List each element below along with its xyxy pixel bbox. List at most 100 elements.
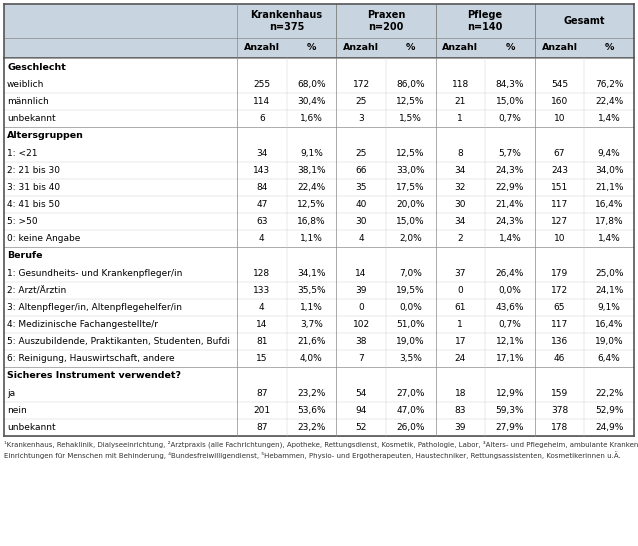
Text: 8: 8 (457, 149, 463, 158)
Text: 3: 31 bis 40: 3: 31 bis 40 (7, 183, 60, 192)
Text: 133: 133 (253, 286, 271, 295)
Text: 12,1%: 12,1% (496, 337, 524, 346)
Text: 4: Medizinische Fachangestellte/r: 4: Medizinische Fachangestellte/r (7, 320, 158, 329)
Text: 15,0%: 15,0% (396, 217, 425, 226)
Text: 34,1%: 34,1% (297, 269, 325, 278)
Bar (4, 213, 634, 230)
Text: 81: 81 (256, 337, 267, 346)
Bar (4, 367, 634, 385)
Text: 1,1%: 1,1% (300, 234, 323, 243)
Text: 18: 18 (454, 389, 466, 398)
Text: Praxen
n=200: Praxen n=200 (367, 10, 405, 32)
Text: 22,9%: 22,9% (496, 183, 524, 192)
Text: 1: <21: 1: <21 (7, 149, 38, 158)
Text: 30,4%: 30,4% (297, 97, 325, 106)
Text: 20,0%: 20,0% (396, 200, 425, 209)
Text: 25: 25 (355, 149, 367, 158)
Text: 53,6%: 53,6% (297, 406, 326, 415)
Bar (4, 385, 634, 402)
Text: 22,4%: 22,4% (297, 183, 325, 192)
Text: 40: 40 (355, 200, 367, 209)
Text: nein: nein (7, 406, 27, 415)
Text: 0: 0 (358, 303, 364, 312)
Text: 4,0%: 4,0% (300, 354, 323, 363)
Text: 59,3%: 59,3% (496, 406, 524, 415)
Bar (4, 282, 634, 299)
Text: 255: 255 (253, 80, 271, 89)
Bar (4, 58, 634, 76)
Text: 4: 4 (259, 234, 265, 243)
Bar (4, 333, 634, 350)
Text: 4: 41 bis 50: 4: 41 bis 50 (7, 200, 60, 209)
Text: 378: 378 (551, 406, 568, 415)
Text: 7: 7 (358, 354, 364, 363)
Text: %: % (604, 44, 614, 52)
Text: 25: 25 (355, 97, 367, 106)
Text: 63: 63 (256, 217, 267, 226)
Text: 1: 1 (457, 320, 463, 329)
Text: Geschlecht: Geschlecht (7, 62, 66, 72)
Bar (4, 93, 634, 110)
Text: 9,4%: 9,4% (598, 149, 621, 158)
Text: 30: 30 (454, 200, 466, 209)
Text: 37: 37 (454, 269, 466, 278)
Text: 34: 34 (455, 217, 466, 226)
Text: Pflege
n=140: Pflege n=140 (468, 10, 503, 32)
Text: 12,9%: 12,9% (496, 389, 524, 398)
Text: %: % (307, 44, 316, 52)
Text: 16,4%: 16,4% (595, 320, 623, 329)
Text: 7,0%: 7,0% (399, 269, 422, 278)
Text: 143: 143 (253, 166, 271, 175)
Text: 6: 6 (259, 114, 265, 123)
Text: 17,8%: 17,8% (595, 217, 623, 226)
Text: 9,1%: 9,1% (598, 303, 621, 312)
Text: 0,7%: 0,7% (498, 114, 521, 123)
Text: 12,5%: 12,5% (396, 97, 425, 106)
Text: 24,3%: 24,3% (496, 217, 524, 226)
Text: 1,5%: 1,5% (399, 114, 422, 123)
Text: 65: 65 (554, 303, 565, 312)
Text: Altersgruppen: Altersgruppen (7, 132, 84, 140)
Text: 4: 4 (359, 234, 364, 243)
Text: 68,0%: 68,0% (297, 80, 326, 89)
Text: 33,0%: 33,0% (396, 166, 425, 175)
Text: 114: 114 (253, 97, 271, 106)
Text: 136: 136 (551, 337, 568, 346)
Text: 243: 243 (551, 166, 568, 175)
Text: 12,5%: 12,5% (396, 149, 425, 158)
Text: 545: 545 (551, 80, 568, 89)
Text: Berufe: Berufe (7, 252, 43, 260)
Text: 21,4%: 21,4% (496, 200, 524, 209)
Text: 26,0%: 26,0% (396, 423, 425, 432)
Bar (4, 265, 634, 282)
Text: 26,4%: 26,4% (496, 269, 524, 278)
Text: weiblich: weiblich (7, 80, 45, 89)
Text: 2: Arzt/Ärztin: 2: Arzt/Ärztin (7, 286, 66, 295)
Text: 83: 83 (454, 406, 466, 415)
Text: 127: 127 (551, 217, 568, 226)
Text: 46: 46 (554, 354, 565, 363)
Bar (4, 127, 634, 145)
Text: 23,2%: 23,2% (297, 423, 325, 432)
Text: 21,1%: 21,1% (595, 183, 623, 192)
Text: 0,0%: 0,0% (498, 286, 521, 295)
Text: 151: 151 (551, 183, 568, 192)
Text: 19,0%: 19,0% (396, 337, 425, 346)
Text: 34,0%: 34,0% (595, 166, 623, 175)
Text: ¹Krankenhaus, Rehaklinik, Dialyseeinrichtung, ²Arztpraxis (alle Fachrichtungen),: ¹Krankenhaus, Rehaklinik, Dialyseeinrich… (4, 440, 638, 448)
Text: 172: 172 (353, 80, 369, 89)
Text: 27,0%: 27,0% (396, 389, 425, 398)
Bar (4, 316, 634, 333)
Text: Einrichtungen für Menschen mit Behinderung, ⁴Bundesfreiwilligendienst, ⁵Hebammen: Einrichtungen für Menschen mit Behinderu… (4, 451, 621, 459)
Text: 39: 39 (355, 286, 367, 295)
Text: 6,4%: 6,4% (598, 354, 621, 363)
Text: 17,5%: 17,5% (396, 183, 425, 192)
Text: 2,0%: 2,0% (399, 234, 422, 243)
Bar (4, 179, 634, 196)
Bar (4, 350, 634, 367)
Bar (4, 110, 634, 127)
Text: 47: 47 (256, 200, 267, 209)
Text: 54: 54 (355, 389, 367, 398)
Text: 21: 21 (455, 97, 466, 106)
Text: 102: 102 (353, 320, 369, 329)
